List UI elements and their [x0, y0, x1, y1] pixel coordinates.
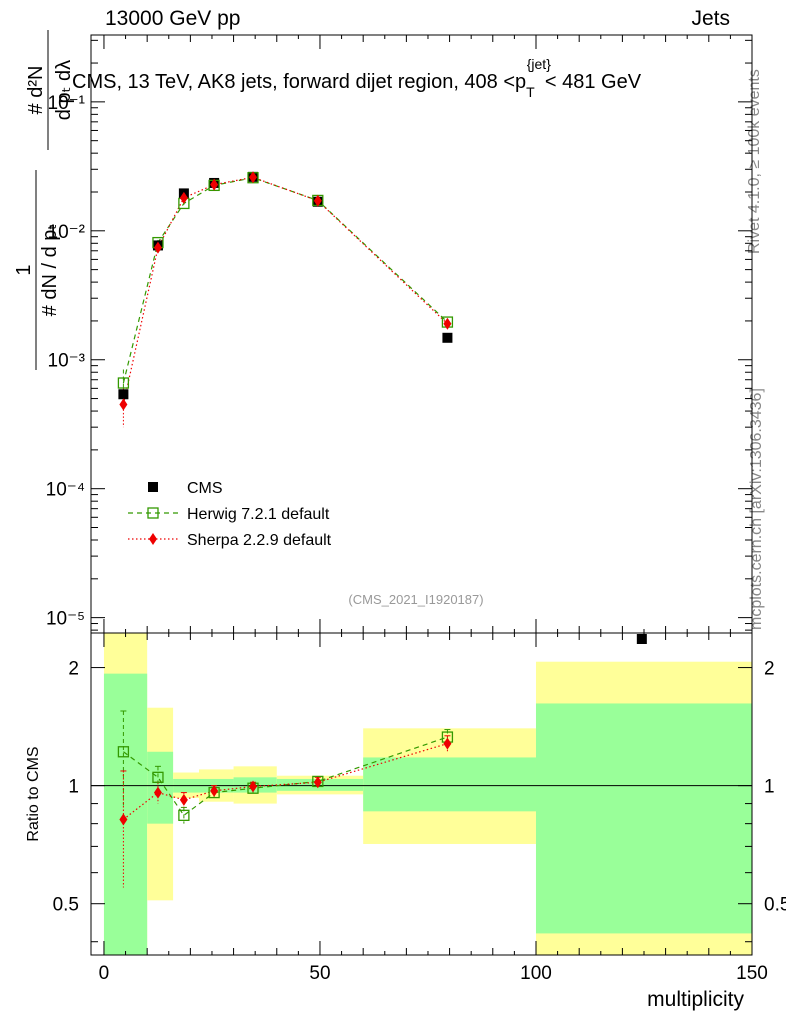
y-tick-label: 10⁻⁵ — [46, 609, 85, 630]
title-subscript: T — [526, 84, 535, 100]
cms-data-point — [442, 332, 453, 343]
herwig-marker — [117, 377, 130, 389]
sherpa-ratio-marker — [313, 776, 322, 789]
sherpa-marker — [210, 178, 219, 191]
ratio-y-tick-label: 1 — [68, 777, 79, 798]
y-label-den: d pₜ dλ — [53, 60, 75, 120]
legend-cms-label: CMS — [187, 480, 223, 497]
cms-data-point — [636, 634, 647, 644]
x-tick-label: 0 — [99, 963, 110, 984]
sherpa-marker — [179, 191, 188, 204]
sherpa-ratio-marker — [249, 780, 258, 793]
band-inner — [103, 673, 148, 955]
herwig-ratio-marker — [117, 746, 130, 758]
title-symbol: p — [515, 71, 526, 93]
title-text: CMS, 13 TeV, AK8 jets, forward dijet reg… — [72, 71, 515, 93]
y-axis-label: 1 # dN / d pₜ # d²N d pₜ dλ — [13, 30, 75, 370]
title-text-end: < 481 GeV — [545, 71, 642, 93]
sherpa-ratio-marker — [153, 786, 162, 799]
y-label-pre: 1 — [13, 264, 35, 275]
y-tick-label: 10⁻¹ — [48, 93, 86, 114]
sherpa-ratio-marker — [179, 793, 188, 806]
y-tick-label: 10⁻³ — [48, 351, 86, 372]
beam-label: 13000 GeV pp — [105, 7, 241, 30]
sherpa-line — [122, 176, 448, 405]
sherpa-marker — [313, 194, 322, 207]
sherpa-ratio-marker — [443, 737, 452, 750]
ratio-data-marks — [117, 710, 454, 888]
sherpa-marker — [153, 241, 162, 254]
legend-sherpa-marker — [149, 533, 157, 545]
legend: CMS Herwig 7.2.1 default Sherpa 2.2.9 defa… — [128, 480, 332, 549]
herwig-line — [122, 177, 448, 384]
sherpa-ratio-marker — [119, 813, 128, 826]
x-tick-label: 50 — [309, 963, 330, 984]
y-tick-label: 10⁻² — [48, 222, 86, 243]
ratio-y-tick-label: 2 — [68, 659, 79, 680]
legend-herwig-label: Herwig 7.2.1 default — [187, 506, 330, 523]
cms-data-point — [118, 389, 129, 400]
band-inner — [535, 703, 752, 934]
herwig-ratio-marker — [152, 771, 164, 783]
band-inner — [363, 757, 536, 812]
sherpa-ratio-marker — [210, 784, 219, 797]
plot-frames — [90, 34, 753, 956]
band-inner — [147, 751, 174, 824]
ratio-frame — [90, 632, 753, 956]
sherpa-marker — [249, 171, 258, 184]
y-label-pre-den: # dN / d pₜ — [39, 224, 61, 317]
category-label: Jets — [691, 7, 730, 30]
y-label-num: # d²N — [25, 66, 47, 115]
sherpa-marker — [119, 398, 128, 411]
legend-sherpa-label: Sherpa 2.2.9 default — [187, 532, 332, 549]
ratio-y-tick-label: 0.5 — [53, 895, 79, 916]
ratio-uncertainty-bands — [91, 633, 752, 955]
main-data-marks — [117, 171, 647, 644]
y-tick-label: 10⁻⁴ — [46, 480, 85, 501]
ratio-y-tick-label: 1 — [764, 777, 775, 798]
x-axis-label: multiplicity — [647, 988, 744, 1011]
axis-labels: 10⁻⁵ 10⁻⁴ 10⁻³ 10⁻² 10⁻¹ 0.5 0.5 1 1 2 2 0 50 100 150 m… — [13, 30, 786, 1011]
title-superscript: {jet} — [527, 56, 551, 72]
ratio-y-axis-label: Ratio to CMS — [25, 746, 42, 841]
herwig-ratio-marker — [178, 809, 190, 821]
ratio-y-tick-label: 0.5 — [764, 895, 786, 916]
legend-cms-marker — [148, 482, 158, 492]
legend-herwig-marker — [147, 507, 159, 519]
x-tick-label: 150 — [736, 963, 768, 984]
ratio-y-tick-label: 2 — [764, 659, 775, 680]
analysis-watermark: (CMS_2021_I1920187) — [348, 592, 483, 607]
x-tick-label: 100 — [520, 963, 552, 984]
chart-title: CMS, 13 TeV, AK8 jets, forward dijet reg… — [72, 56, 642, 100]
sherpa-marker — [443, 317, 452, 330]
